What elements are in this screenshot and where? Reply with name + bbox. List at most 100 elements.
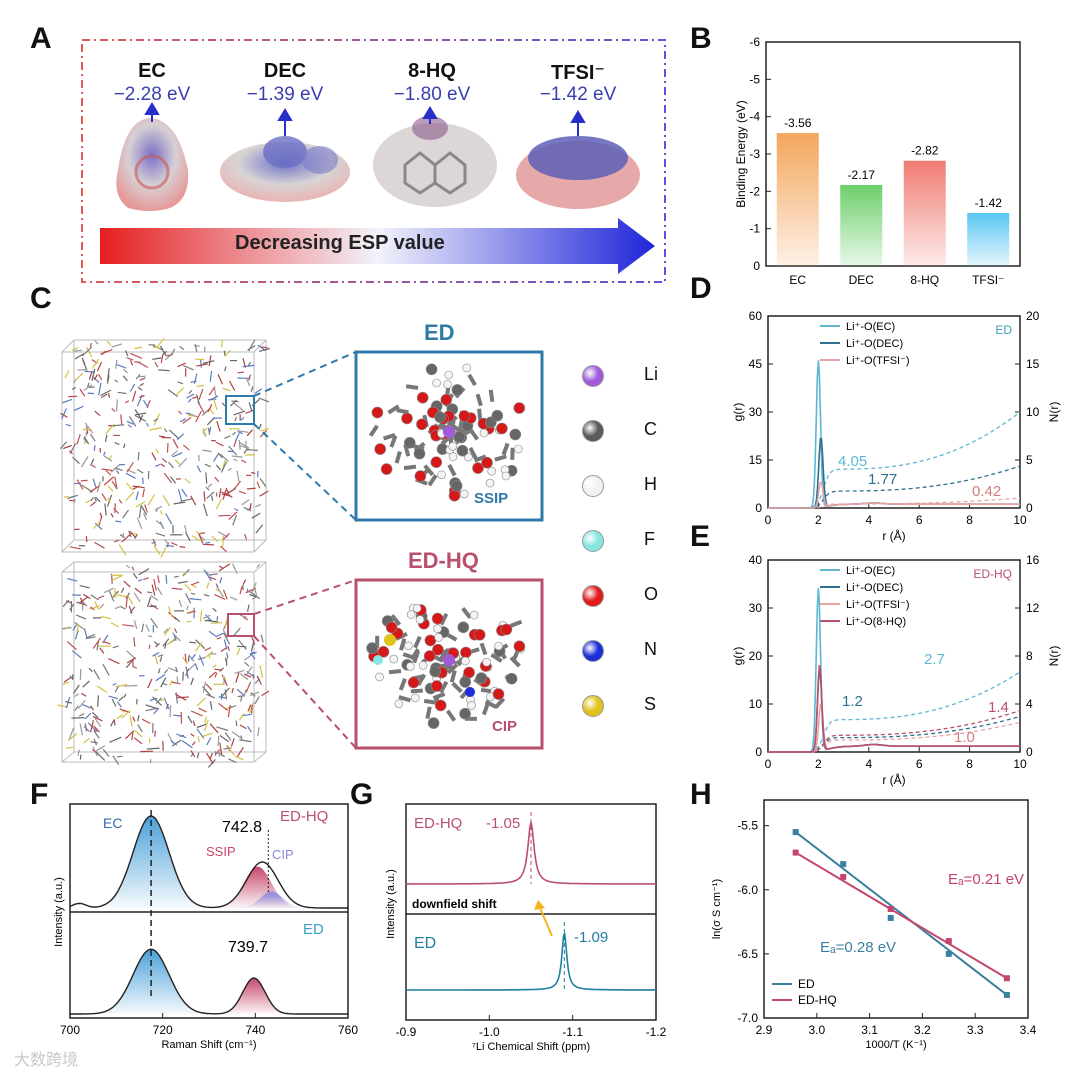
legend-label: Li⁺-O(DEC) xyxy=(846,338,903,350)
nmr-curve-ed xyxy=(406,932,656,991)
stick xyxy=(71,717,85,719)
stick xyxy=(256,563,261,568)
stick xyxy=(186,393,195,399)
x-tick-label: EC xyxy=(789,273,806,287)
stick xyxy=(138,414,144,423)
stick xyxy=(245,587,257,594)
stick xyxy=(63,495,69,498)
stick xyxy=(256,675,262,685)
stick xyxy=(221,458,227,470)
bond xyxy=(457,419,464,432)
stick xyxy=(84,723,88,732)
stick xyxy=(218,702,229,711)
atom xyxy=(459,489,469,499)
stick xyxy=(107,497,111,504)
stick xyxy=(165,703,169,710)
stick xyxy=(216,616,219,621)
stick xyxy=(176,433,185,441)
stick xyxy=(167,389,179,398)
stick xyxy=(108,695,119,700)
stick xyxy=(73,349,83,352)
stick xyxy=(159,656,163,662)
stick xyxy=(129,359,134,366)
raman-curve-ed xyxy=(70,948,348,1015)
stick xyxy=(152,346,161,349)
stick xyxy=(109,736,122,743)
stick xyxy=(120,605,126,610)
stick xyxy=(82,680,90,688)
stick xyxy=(171,632,181,642)
atom xyxy=(459,707,471,720)
stick xyxy=(104,503,107,516)
stick xyxy=(99,603,105,609)
stick xyxy=(174,616,181,623)
bar-8-HQ xyxy=(903,160,946,266)
stick xyxy=(107,393,111,398)
watermark: 大数跨境 xyxy=(14,1052,79,1069)
stick xyxy=(74,353,85,360)
y-tick-label: -3 xyxy=(749,147,760,161)
data-point xyxy=(1003,991,1010,998)
stick xyxy=(155,697,162,705)
stick xyxy=(122,368,129,374)
stick xyxy=(239,673,249,681)
stick xyxy=(157,575,160,584)
stick xyxy=(218,514,231,517)
stick xyxy=(132,716,136,722)
stick xyxy=(141,718,151,725)
stick xyxy=(250,386,254,392)
stick xyxy=(196,697,207,707)
stick xyxy=(175,666,178,673)
stick xyxy=(129,606,136,614)
stick xyxy=(122,509,129,519)
stick xyxy=(92,478,97,489)
stick xyxy=(134,361,141,364)
stick xyxy=(242,364,255,368)
stick xyxy=(166,354,173,357)
y2-tick-label: 20 xyxy=(1026,309,1040,323)
nitrogen-atom xyxy=(465,687,475,697)
stick xyxy=(215,464,222,471)
stick xyxy=(106,375,110,384)
stick xyxy=(204,614,213,623)
stick xyxy=(111,574,124,581)
stick xyxy=(125,564,130,569)
legend-label-f: F xyxy=(644,529,655,549)
stick xyxy=(248,402,253,412)
data-point xyxy=(887,906,894,912)
stick xyxy=(229,399,238,407)
stick xyxy=(204,719,209,732)
stick xyxy=(88,667,93,673)
atom xyxy=(380,463,393,475)
stick xyxy=(156,338,165,349)
legend-label: Li⁺-O(EC) xyxy=(846,321,895,333)
molecule-esp-ec: −2.28 eV xyxy=(113,84,191,105)
stick xyxy=(227,645,230,651)
data-point xyxy=(840,861,847,868)
stick xyxy=(234,755,244,761)
system-tag: ED-HQ xyxy=(973,567,1012,581)
bond xyxy=(490,652,503,663)
atom xyxy=(513,444,523,454)
stick xyxy=(61,627,72,630)
stick xyxy=(231,731,243,740)
stick xyxy=(191,581,200,586)
atom xyxy=(513,640,526,653)
y-tick-label: 60 xyxy=(749,309,763,323)
stick xyxy=(224,732,232,741)
stick xyxy=(231,455,243,458)
x-tick-label: 8-HQ xyxy=(910,273,939,287)
stick xyxy=(147,494,156,506)
edhq-simulation-box xyxy=(61,561,267,763)
atom xyxy=(415,615,425,624)
stick xyxy=(259,478,267,488)
stick xyxy=(133,737,143,745)
stick xyxy=(177,362,187,368)
y-tick-label: 45 xyxy=(749,357,763,371)
stick xyxy=(247,345,256,351)
stick xyxy=(79,388,86,397)
stick xyxy=(239,724,247,730)
stick xyxy=(125,491,135,502)
stick xyxy=(223,632,231,645)
